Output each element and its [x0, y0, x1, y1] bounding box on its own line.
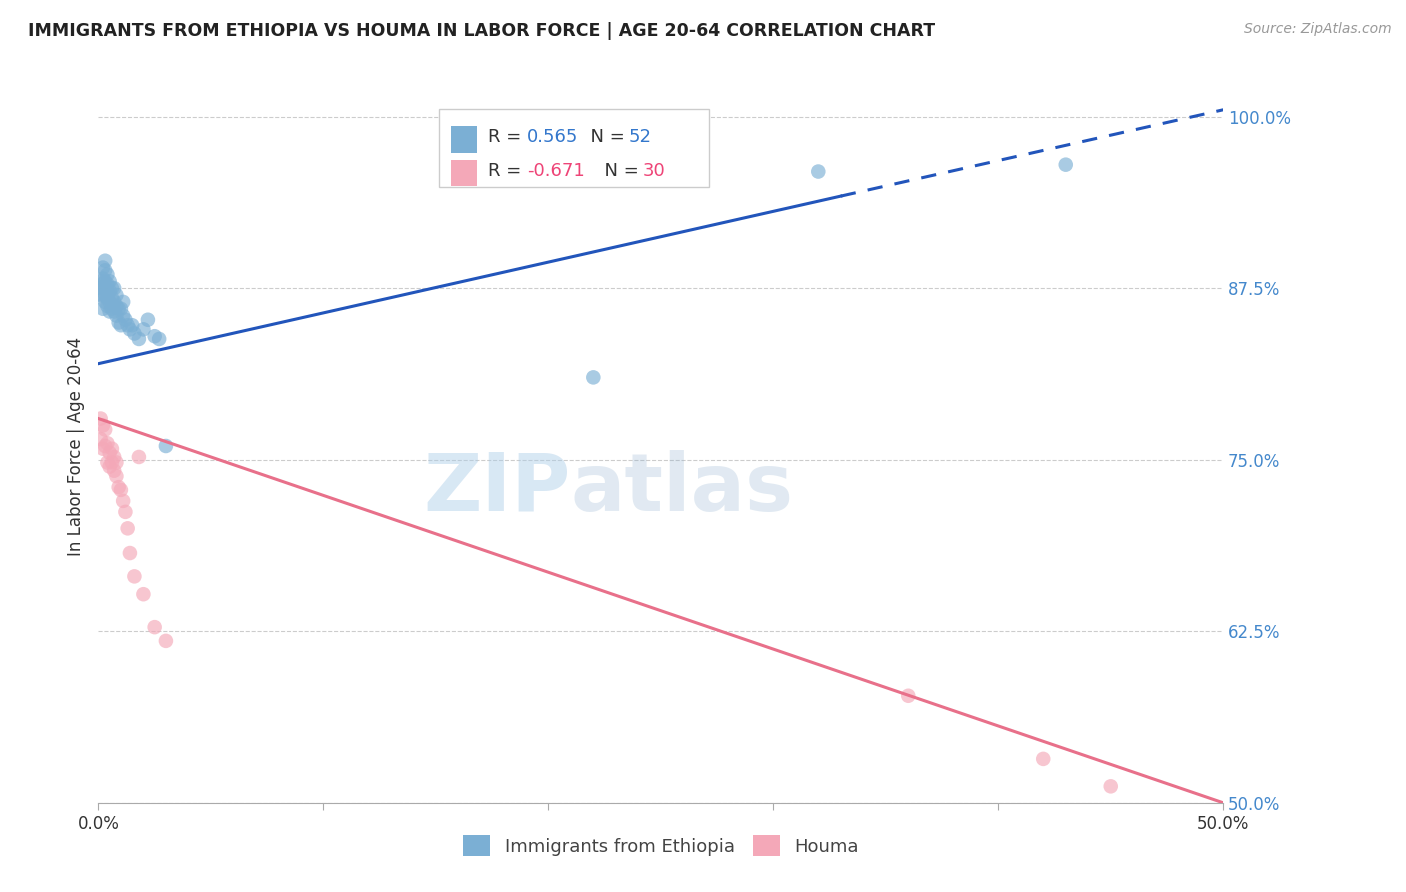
- Point: [98, 274, 121, 288]
- Point: [807, 164, 830, 178]
- Point: [91, 301, 114, 316]
- Point: [96, 268, 118, 282]
- Point: [132, 322, 155, 336]
- Text: ZIP: ZIP: [423, 450, 571, 528]
- Point: [148, 332, 170, 346]
- Text: R =: R =: [488, 162, 527, 180]
- Point: [117, 521, 139, 535]
- Legend: Immigrants from Ethiopia, Houma: Immigrants from Ethiopia, Houma: [454, 826, 868, 865]
- Point: [121, 318, 143, 333]
- Point: [114, 312, 136, 326]
- Point: [98, 304, 121, 318]
- Point: [98, 459, 121, 474]
- Point: [91, 277, 114, 291]
- Point: [94, 281, 117, 295]
- Point: [105, 288, 128, 302]
- Point: [132, 587, 155, 601]
- Point: [103, 304, 125, 318]
- Point: [94, 263, 117, 277]
- Point: [582, 370, 605, 384]
- Point: [101, 455, 124, 469]
- Point: [112, 309, 135, 323]
- Point: [91, 418, 114, 433]
- Point: [117, 318, 139, 333]
- Text: N =: N =: [593, 162, 645, 180]
- Point: [128, 332, 150, 346]
- Point: [114, 505, 136, 519]
- Point: [94, 294, 117, 309]
- Point: [90, 274, 112, 288]
- Point: [98, 284, 121, 298]
- Point: [1032, 752, 1054, 766]
- Point: [112, 294, 135, 309]
- Point: [91, 288, 114, 302]
- Point: [90, 432, 112, 446]
- Point: [105, 299, 128, 313]
- Point: [94, 253, 117, 268]
- Point: [103, 281, 125, 295]
- Point: [94, 274, 117, 288]
- Point: [110, 318, 132, 333]
- Point: [96, 436, 118, 450]
- Point: [90, 288, 112, 302]
- Text: -0.671: -0.671: [527, 162, 585, 180]
- Point: [110, 301, 132, 316]
- Text: Source: ZipAtlas.com: Source: ZipAtlas.com: [1244, 22, 1392, 37]
- Text: 52: 52: [628, 128, 651, 146]
- Point: [897, 689, 920, 703]
- Point: [103, 450, 125, 464]
- Point: [91, 260, 114, 275]
- Point: [103, 294, 125, 309]
- Point: [107, 316, 129, 330]
- Point: [91, 442, 114, 456]
- Point: [96, 291, 118, 305]
- Point: [143, 329, 166, 343]
- Point: [94, 439, 117, 453]
- Point: [118, 322, 141, 336]
- Point: [101, 442, 124, 456]
- Text: N =: N =: [579, 128, 631, 146]
- Text: R =: R =: [488, 128, 527, 146]
- Point: [155, 439, 177, 453]
- Point: [105, 469, 128, 483]
- Text: atlas: atlas: [571, 450, 794, 528]
- Point: [1054, 158, 1077, 172]
- Point: [96, 285, 118, 300]
- Point: [103, 464, 125, 478]
- Point: [94, 288, 117, 302]
- Text: 30: 30: [643, 162, 665, 180]
- Point: [101, 301, 124, 316]
- Point: [94, 423, 117, 437]
- Point: [96, 299, 118, 313]
- Text: 0.565: 0.565: [527, 128, 579, 146]
- Point: [124, 326, 146, 341]
- Point: [124, 569, 146, 583]
- Y-axis label: In Labor Force | Age 20-64: In Labor Force | Age 20-64: [66, 336, 84, 556]
- Point: [107, 301, 129, 316]
- Point: [98, 446, 121, 460]
- Point: [107, 480, 129, 494]
- Point: [98, 294, 121, 309]
- Point: [143, 620, 166, 634]
- Point: [128, 450, 150, 464]
- Point: [101, 281, 124, 295]
- Point: [90, 411, 112, 425]
- Point: [110, 483, 132, 497]
- Point: [155, 633, 177, 648]
- Point: [112, 494, 135, 508]
- Point: [105, 455, 128, 469]
- Point: [90, 281, 112, 295]
- Point: [96, 277, 118, 291]
- Point: [91, 271, 114, 285]
- Text: IMMIGRANTS FROM ETHIOPIA VS HOUMA IN LABOR FORCE | AGE 20-64 CORRELATION CHART: IMMIGRANTS FROM ETHIOPIA VS HOUMA IN LAB…: [28, 22, 935, 40]
- Point: [96, 455, 118, 469]
- Point: [136, 312, 159, 326]
- Point: [101, 291, 124, 305]
- Point: [1099, 780, 1122, 794]
- Point: [118, 546, 141, 560]
- Point: [105, 309, 128, 323]
